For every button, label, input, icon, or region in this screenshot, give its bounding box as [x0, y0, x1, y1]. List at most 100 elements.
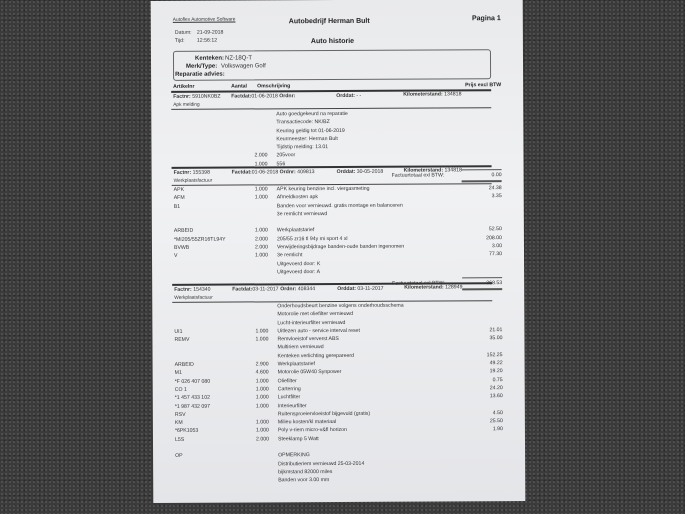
article-code: *1 987 432 097 — [174, 403, 211, 410]
article-code: AFM — [173, 195, 185, 202]
description: Keuring geldig tot 01-06-2019 — [276, 127, 345, 134]
description: Uitgevoerd door: A — [277, 269, 321, 276]
amount: 4.50 — [492, 409, 503, 417]
article-code: L5S — [174, 436, 185, 443]
description: Auto goedgekeurd na reparatie — [276, 110, 348, 118]
quantity: 2.000 — [255, 436, 269, 443]
orddat-label: Orddat: — [336, 168, 356, 176]
orddat-label: Orddat: — [336, 92, 355, 100]
orddat-label: Orddat: — [337, 285, 356, 293]
description: Motorolie met oliefilter vernieuwd — [277, 311, 354, 318]
ordnr-value: 408344 — [297, 286, 316, 293]
article-code: V — [174, 253, 178, 260]
article-code: OP — [175, 453, 183, 460]
orddat-value: 30-05-2018 — [356, 168, 384, 175]
article-code: M1 — [174, 370, 182, 377]
quantity: 4.600 — [255, 369, 269, 376]
quantity: 1.000 — [255, 402, 269, 409]
page-title: Auto historie — [310, 37, 355, 46]
description: Keurmeester: Herman Bult — [276, 135, 338, 143]
ordnr-label: Ordnr: — [279, 169, 296, 176]
quantity: 1.000 — [254, 227, 268, 234]
description: Lucht-interieurfilter vernieuwd — [277, 319, 346, 326]
km-label: Kilometerstand: — [404, 284, 444, 291]
km-value: 134818 — [444, 167, 462, 174]
description: 205/55 zr16 tl 94y mi sport 4 xl — [276, 235, 348, 243]
factdat-value: 01-06-2018 — [251, 93, 278, 100]
quantity: 1.000 — [255, 419, 269, 426]
orddat-value: 03-11-2017 — [357, 285, 384, 292]
description: Verwijderingsbijdrage banden-oude banden… — [276, 243, 405, 251]
quantity: 1.000 — [254, 186, 268, 193]
article-code: ARBEID — [173, 228, 194, 235]
description: Werkplaatstarief — [277, 361, 315, 368]
description: Oliefilter — [277, 377, 297, 384]
description: Poly v-riem micro-v&fl horizon — [277, 427, 347, 434]
invoice-type: Werkplaatsfactuur — [173, 178, 213, 184]
article-code: KM — [174, 419, 183, 427]
quantity: 1.000 — [255, 394, 269, 401]
description: Multiriem vernieuwd — [277, 344, 324, 351]
article-code: BVWB — [173, 244, 190, 251]
description: Ruitensproeiervloeistof bijgevuld (grati… — [277, 410, 371, 418]
article-code: APK — [173, 186, 185, 193]
article-code: CO 1 — [174, 386, 187, 393]
article-code: *F 026 407 080 — [174, 378, 211, 385]
description: 205voor — [276, 152, 296, 159]
factnr-value: 155398 — [192, 169, 210, 176]
invoice-section: Factnr: 154340 Factdat:03-11-2017 Ordnr: 4… — [152, 282, 524, 484]
quantity: 2.000 — [254, 152, 268, 159]
col-artikel: Artikelnr — [173, 83, 195, 90]
description: Uitlezen auto - service interval reset — [277, 327, 360, 335]
factnr-value: 5910NK0BZ — [192, 93, 221, 100]
km-label: Kilometerstand: — [403, 91, 443, 98]
quantity: 2.000 — [254, 236, 268, 243]
article-code: UI1 — [174, 328, 183, 335]
quantity: 2.900 — [255, 361, 269, 368]
invoice-paper: Autoflex Automotive Software Autobedrijf… — [150, 0, 526, 503]
amount: 3.00 — [491, 243, 502, 250]
amount: 19.20 — [489, 368, 503, 375]
amount: 21.01 — [489, 327, 503, 334]
description: bijkmstand 82000 miles — [278, 468, 333, 476]
description: 3e remlicht — [277, 252, 303, 259]
km-value: 128949 — [445, 284, 463, 291]
quantity: 2.000 — [254, 244, 268, 251]
invoice-type: Werkplaatsfactuur — [174, 295, 213, 301]
article-code: REMV — [174, 336, 190, 344]
amount: 52.50 — [488, 226, 502, 233]
amount: 77.30 — [489, 251, 503, 258]
col-prijs: Prijs excl BTW — [465, 82, 502, 89]
total-value: 0.00 — [491, 172, 502, 179]
ordnr-label: Ordnr: — [279, 93, 296, 100]
factdat-value: 01-06-2018 — [251, 169, 279, 176]
quantity: 1.000 — [255, 252, 269, 259]
description: Transactiecode: NK/BZ — [276, 119, 330, 126]
description: Banden voor vernieuwd. gratis montage en… — [276, 202, 403, 209]
quantity: 1.000 — [255, 386, 269, 393]
amount: 25.50 — [489, 418, 503, 425]
invoice-total: Factuurtotaal exl BTW:368.53 — [392, 277, 503, 291]
kenteken-value: NZ-18Q-T — [224, 55, 253, 62]
km-label: Kilometerstand: — [403, 167, 444, 174]
description: OPMERKING — [278, 452, 310, 459]
date-label: Datum: — [174, 29, 192, 36]
article-code: *1 457 433 102 — [174, 394, 210, 402]
col-aantal: Aantal — [231, 83, 248, 90]
description: Milieu kosten/kl materiaal — [277, 419, 337, 426]
quantity: 1.000 — [254, 194, 268, 201]
article-code: *6PK1053 — [174, 428, 199, 435]
quantity: 1.000 — [255, 378, 269, 385]
factnr-value: 154340 — [193, 286, 211, 293]
factnr-label: Factnr: — [173, 93, 191, 100]
description: Steeklamp 5 Watt — [277, 435, 319, 443]
amount: 3.35 — [491, 193, 502, 200]
merk-value: Volkswagen Golf — [221, 63, 266, 70]
factnr-label: Factnr: — [174, 286, 192, 293]
amount: 1.90 — [492, 426, 503, 433]
factdat-value: 03-11-2017 — [252, 286, 279, 293]
factdat-label: Factdat: — [231, 169, 252, 176]
description: Carterring — [277, 386, 301, 393]
description: Interieurfilter — [277, 402, 307, 409]
amount: 24.20 — [489, 385, 503, 392]
